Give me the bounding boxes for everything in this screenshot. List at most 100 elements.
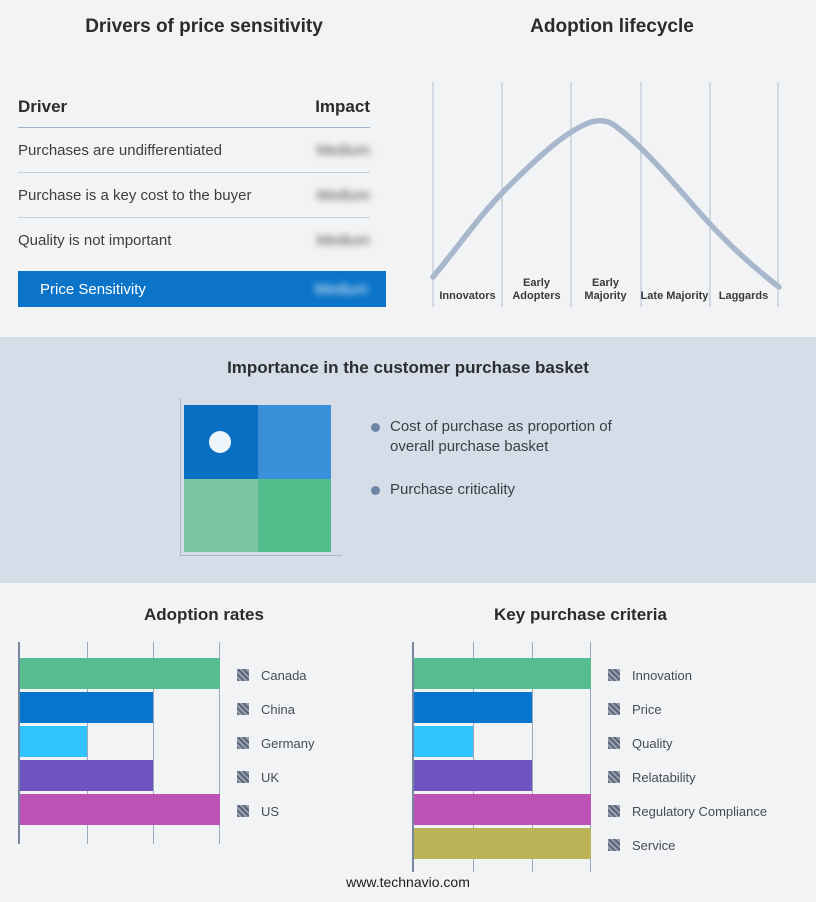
legend-swatch-icon	[608, 703, 620, 715]
driver-column-header: Driver	[18, 97, 68, 116]
lifecycle-stage-labels: Innovators Early Adopters Early Majority…	[433, 271, 778, 303]
bar-service	[414, 828, 591, 859]
legend-item-price: Price	[608, 692, 767, 726]
legend-label: US	[261, 803, 280, 819]
bar-relatability	[414, 760, 532, 791]
legend-label: Relatability	[632, 769, 696, 785]
legend-swatch-icon	[237, 805, 249, 817]
legend-item-quality: Quality	[608, 726, 767, 760]
gridline	[219, 642, 220, 844]
position-marker-dot	[209, 431, 231, 453]
lifecycle-panel: Adoption lifecycle Innovators Early Adop…	[408, 0, 816, 337]
legend-item-us: US	[237, 794, 314, 828]
impact-value-blurred: Medium	[316, 232, 370, 249]
quadrant-bottom-right	[257, 478, 331, 552]
table-row: Purchases are undifferentiated Medium	[18, 128, 370, 173]
legend-swatch-icon	[608, 839, 620, 851]
legend-item-canada: Canada	[237, 658, 314, 692]
stage-label-late-majority: Late Majority	[640, 290, 709, 302]
bar-innovation	[414, 658, 591, 689]
bullet-icon	[371, 423, 380, 432]
price-sensitivity-label: Price Sensitivity	[40, 280, 146, 298]
legend-label: Germany	[261, 735, 315, 751]
drivers-panel: Drivers of price sensitivity Driver Impa…	[0, 0, 408, 337]
legend-item-germany: Germany	[237, 726, 314, 760]
driver-label: Purchase is a key cost to the buyer	[18, 186, 252, 204]
quadrant-bottom-left	[184, 478, 258, 552]
legend-label: Service	[632, 837, 676, 853]
impact-column-header: Impact	[315, 97, 370, 116]
drivers-table: Driver Impact Purchases are undifferenti…	[18, 97, 386, 307]
legend-label: UK	[261, 769, 280, 785]
lifecycle-title: Adoption lifecycle	[530, 16, 694, 37]
legend-label: Canada	[261, 667, 307, 683]
legend-label: China	[261, 701, 295, 717]
legend-swatch-icon	[608, 771, 620, 783]
key-purchase-criteria-title: Key purchase criteria	[494, 605, 667, 624]
key-purchase-criteria-plot	[412, 642, 591, 872]
quadrant-top-right	[257, 405, 331, 479]
driver-label: Quality is not important	[18, 232, 172, 249]
adoption-rates-title: Adoption rates	[144, 605, 264, 624]
lifecycle-gridlines	[432, 82, 779, 307]
legend-item-service: Service	[608, 828, 767, 862]
legend-swatch-icon	[608, 737, 620, 749]
bar-china	[20, 692, 154, 723]
adoption-rates-bars	[20, 658, 220, 825]
adoption-rates-legend: Canada China Germany UK US	[237, 658, 314, 828]
legend-label: Quality	[632, 735, 673, 751]
impact-value-blurred: Medium	[314, 280, 368, 298]
legend-label: Innovation	[632, 667, 692, 683]
legend-label: Regulatory Compliance	[632, 803, 768, 819]
bar-regulatory-compliance	[414, 794, 591, 825]
quadrant-matrix	[184, 405, 331, 552]
lifecycle-curve-chart	[430, 82, 782, 307]
driver-label: Purchases are undifferentiated	[18, 141, 223, 159]
quadrant-axis	[180, 398, 342, 556]
legend-swatch-icon	[608, 669, 620, 681]
bullet-text: Purchase criticality	[390, 481, 516, 498]
bar-price	[414, 692, 532, 723]
legend-swatch-icon	[237, 737, 249, 749]
list-item: Cost of purchase as proportion of overal…	[371, 417, 641, 457]
bar-us	[20, 794, 220, 825]
adoption-rates-plot	[18, 642, 220, 844]
drivers-title: Drivers of price sensitivity	[85, 16, 323, 37]
gridline	[590, 642, 591, 872]
bullet-text: Cost of purchase as proportion of overal…	[390, 418, 612, 455]
table-row: Quality is not important Medium	[18, 218, 370, 263]
bar-canada	[20, 658, 220, 689]
legend-item-regulatory-compliance: Regulatory Compliance	[608, 794, 767, 828]
bullet-icon	[371, 486, 380, 495]
bottom-section: Adoption rates Key purchase criteria Can…	[0, 583, 816, 902]
stage-label-laggards: Laggards	[718, 290, 769, 302]
legend-item-uk: UK	[237, 760, 314, 794]
legend-swatch-icon	[237, 669, 249, 681]
stage-label-early-adopters: Early Adopters	[512, 277, 561, 302]
purchase-basket-title: Importance in the customer purchase bask…	[227, 358, 589, 377]
purchase-basket-panel: Importance in the customer purchase bask…	[0, 337, 816, 583]
bell-curve	[430, 118, 782, 290]
stage-label-early-majority: Early Majority	[584, 277, 627, 302]
gridline	[532, 642, 534, 872]
basket-bullet-list: Cost of purchase as proportion of overal…	[371, 417, 641, 523]
bar-uk	[20, 760, 154, 791]
legend-label: Price	[632, 701, 662, 717]
key-purchase-criteria-bars	[414, 658, 591, 859]
gridline	[473, 642, 475, 872]
top-section: Drivers of price sensitivity Driver Impa…	[0, 0, 816, 337]
list-item: Purchase criticality	[371, 480, 641, 500]
legend-item-china: China	[237, 692, 314, 726]
stage-label-innovators: Innovators	[439, 290, 496, 302]
legend-item-relatability: Relatability	[608, 760, 767, 794]
legend-item-innovation: Innovation	[608, 658, 767, 692]
legend-swatch-icon	[608, 805, 620, 817]
website-url: www.technavio.com	[346, 874, 470, 890]
gridline	[86, 642, 88, 844]
legend-swatch-icon	[237, 703, 249, 715]
gridline	[153, 642, 155, 844]
price-sensitivity-row: Price Sensitivity Medium	[18, 271, 386, 307]
impact-value-blurred: Medium	[316, 186, 370, 204]
table-row: Purchase is a key cost to the buyer Medi…	[18, 173, 370, 218]
bar-quality	[414, 726, 473, 757]
